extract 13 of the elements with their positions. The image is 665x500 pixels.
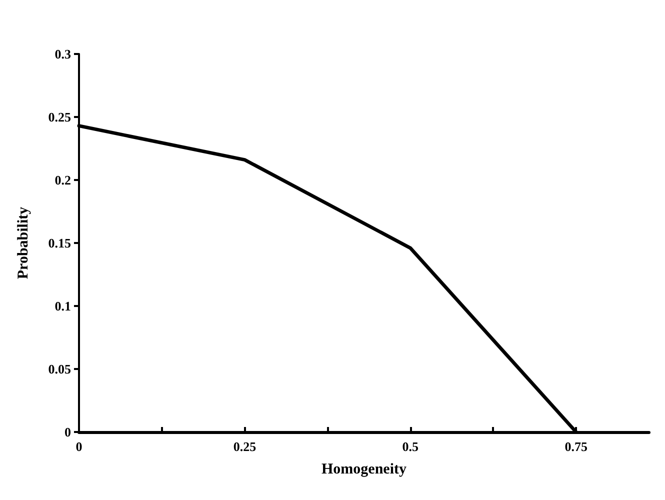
x-tick-label: 0.5	[402, 439, 420, 454]
x-tick-label: 0	[76, 439, 82, 454]
y-tick-label: 0.25	[48, 110, 72, 124]
y-tick-label: 0	[64, 424, 71, 440]
y-tick-label: 0.15	[48, 236, 72, 250]
x-tick-label: 0.75	[564, 439, 588, 454]
y-tick-label: 0.3	[54, 46, 72, 62]
x-axis-title: Homogeneity	[322, 462, 407, 478]
y-tick-label: 0.1	[54, 298, 71, 314]
y-tick-label: 0.05	[48, 362, 72, 376]
y-tick-label: 0.2	[54, 172, 71, 188]
y-axis-title: Probability	[16, 206, 32, 280]
x-tick-label: 0.25	[233, 439, 257, 454]
